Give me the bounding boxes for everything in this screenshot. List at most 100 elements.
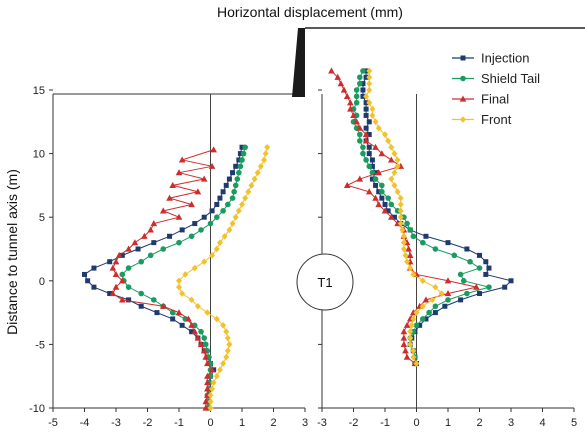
- left-y-tick-label: 5: [39, 212, 45, 224]
- left-data-point-front: [262, 150, 269, 157]
- left-data-point-final: [109, 264, 117, 271]
- right-data-point-front: [407, 264, 414, 272]
- legend-entry-final: Final: [452, 92, 509, 107]
- right-data-point-front: [391, 182, 398, 189]
- left-data-point-final: [188, 200, 195, 208]
- right-data-point-shield-tail: [464, 290, 470, 297]
- left-data-point-injection: [217, 195, 223, 201]
- tunnel-t1: T1: [296, 253, 354, 311]
- left-data-point-final: [178, 156, 186, 163]
- left-y-tick-label: 0: [39, 276, 45, 288]
- right-data-point-injection: [379, 195, 385, 201]
- left-data-point-injection: [209, 208, 215, 214]
- right-data-point-injection: [363, 125, 369, 131]
- left-data-point-injection: [167, 233, 173, 239]
- right-data-point-shield-tail: [360, 144, 366, 151]
- right-data-point-injection: [360, 81, 366, 87]
- left-x-tick-label: -4: [80, 417, 90, 429]
- left-data-point-final: [188, 321, 195, 328]
- right-data-point-front: [394, 188, 401, 196]
- right-data-point-injection: [423, 316, 429, 322]
- left-data-point-shield-tail: [147, 252, 154, 259]
- left-data-point-injection: [119, 252, 125, 258]
- right-data-point-final: [375, 169, 382, 176]
- right-data-point-shield-tail: [372, 176, 379, 182]
- right-x-tick-label: 4: [539, 417, 545, 429]
- left-data-point-front: [254, 169, 261, 176]
- right-x-tick-label: 3: [508, 417, 514, 429]
- right-data-point-final: [337, 80, 345, 87]
- right-data-point-front: [388, 143, 395, 151]
- left-data-point-final: [200, 347, 208, 354]
- left-data-point-injection: [239, 144, 245, 150]
- right-data-point-injection: [360, 87, 366, 93]
- left-y-tick-label: -5: [35, 339, 45, 351]
- left-data-point-front: [176, 277, 182, 285]
- left-data-point-injection: [230, 170, 236, 176]
- left-data-point-shield-tail: [229, 195, 236, 201]
- left-data-point-front: [213, 372, 220, 380]
- right-data-point-shield-tail: [420, 239, 426, 246]
- right-data-point-shield-tail: [467, 258, 473, 265]
- left-data-point-shield-tail: [198, 227, 204, 233]
- left-data-point-front: [257, 163, 264, 170]
- right-series-injection: [360, 68, 514, 366]
- right-data-point-final: [347, 105, 354, 112]
- left-data-point-final: [202, 353, 210, 360]
- right-data-point-final: [422, 296, 430, 303]
- left-y-tick-label: 10: [33, 149, 45, 161]
- right-data-point-front: [419, 302, 426, 310]
- left-data-point-front: [229, 220, 236, 227]
- right-data-point-final: [402, 347, 409, 354]
- left-data-point-shield-tail: [119, 271, 126, 278]
- left-data-point-front: [235, 207, 242, 215]
- left-data-point-injection: [237, 151, 243, 157]
- left-data-point-front: [210, 379, 217, 386]
- right-data-point-front: [363, 93, 370, 100]
- left-y-tick-label: 15: [33, 85, 45, 97]
- left-data-point-injection: [151, 240, 157, 246]
- right-data-point-front: [400, 245, 407, 253]
- right-x-tick-label: -1: [380, 417, 390, 429]
- left-data-point-front: [216, 366, 223, 374]
- right-data-point-front: [382, 131, 388, 138]
- left-data-point-shield-tail: [237, 163, 244, 170]
- right-data-point-front: [429, 296, 436, 304]
- left-data-point-shield-tail: [234, 176, 241, 182]
- left-data-point-shield-tail: [138, 258, 144, 265]
- left-x-tick-label: 3: [302, 417, 308, 429]
- left-data-point-injection: [126, 297, 132, 303]
- right-data-point-injection: [417, 322, 423, 328]
- right-data-point-injection: [486, 265, 492, 271]
- right-data-point-front: [404, 258, 411, 266]
- legend-label: Injection: [481, 51, 529, 66]
- left-data-point-front: [216, 239, 223, 246]
- left-data-point-shield-tail: [198, 328, 204, 335]
- right-data-point-shield-tail: [360, 150, 366, 157]
- left-data-point-shield-tail: [176, 239, 182, 246]
- right-data-point-injection: [373, 170, 379, 176]
- right-data-point-final: [388, 213, 395, 220]
- left-data-point-front: [242, 194, 249, 202]
- right-data-point-final: [372, 194, 379, 201]
- legend-marker-front: [460, 116, 466, 123]
- right-data-point-final: [328, 67, 335, 74]
- right-data-point-shield-tail: [353, 99, 360, 106]
- right-series-shield-tail: [350, 68, 492, 367]
- right-data-point-injection: [363, 112, 369, 118]
- right-data-point-final: [343, 181, 351, 188]
- right-data-point-front: [366, 73, 373, 81]
- left-data-point-injection: [201, 214, 207, 220]
- left-data-point-final: [204, 372, 211, 379]
- right-data-point-injection: [373, 182, 379, 188]
- left-x-tick-label: 1: [239, 417, 245, 429]
- left-data-point-final: [112, 258, 120, 265]
- left-data-point-injection: [138, 303, 144, 309]
- right-data-point-final: [334, 73, 342, 80]
- right-data-point-final: [362, 137, 370, 144]
- right-data-point-shield-tail: [357, 138, 363, 144]
- left-data-point-injection: [192, 221, 198, 227]
- right-data-point-shield-tail: [451, 252, 458, 259]
- right-data-point-final: [375, 200, 382, 208]
- left-data-point-final: [194, 334, 202, 341]
